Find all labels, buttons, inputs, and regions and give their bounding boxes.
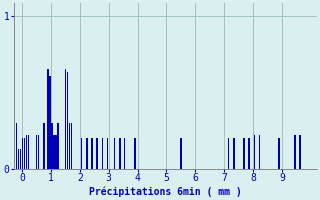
Bar — [22, 138, 23, 169]
Bar — [24, 138, 25, 169]
Bar — [96, 138, 98, 169]
Bar — [119, 138, 121, 169]
Bar — [254, 135, 255, 169]
Bar — [234, 138, 235, 169]
Bar — [16, 123, 17, 169]
Bar — [58, 123, 59, 169]
Bar — [69, 123, 70, 169]
Bar — [243, 138, 244, 169]
Bar — [259, 135, 260, 169]
Bar — [52, 123, 53, 169]
Bar — [180, 138, 182, 169]
Bar — [299, 135, 300, 169]
Bar — [248, 138, 250, 169]
Bar — [67, 72, 68, 169]
Bar — [124, 138, 125, 169]
Bar — [18, 149, 19, 169]
Bar — [20, 149, 21, 169]
Bar — [294, 135, 296, 169]
Bar — [47, 69, 49, 169]
Bar — [228, 138, 229, 169]
Bar — [102, 138, 103, 169]
Bar — [28, 135, 29, 169]
Bar — [91, 138, 93, 169]
Bar — [107, 138, 108, 169]
Bar — [53, 135, 55, 169]
Bar — [71, 123, 72, 169]
Bar — [81, 138, 82, 169]
Bar — [65, 69, 66, 169]
Bar — [86, 138, 88, 169]
X-axis label: Précipitations 6min ( mm ): Précipitations 6min ( mm ) — [89, 186, 241, 197]
Bar — [38, 135, 39, 169]
Bar — [114, 138, 115, 169]
Bar — [36, 135, 37, 169]
Bar — [278, 138, 280, 169]
Bar — [49, 76, 51, 169]
Bar — [55, 135, 57, 169]
Bar — [43, 123, 44, 169]
Bar — [26, 135, 27, 169]
Bar — [134, 138, 135, 169]
